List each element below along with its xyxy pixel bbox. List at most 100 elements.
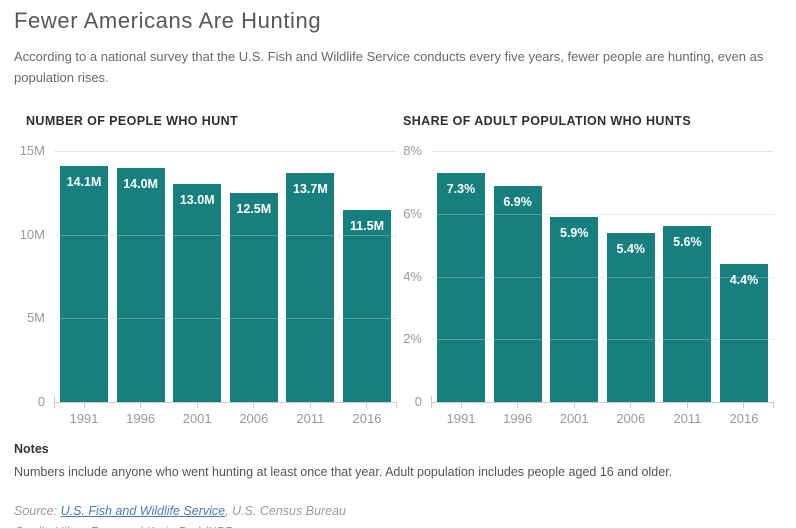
x-axis-tick (309, 403, 311, 408)
page-subtitle: According to a national survey that the … (14, 49, 764, 85)
bar-2001: 5.9% (550, 216, 599, 402)
source-prefix: Source: (14, 504, 61, 518)
bar-value-label: 4.4% (729, 272, 759, 287)
chart-title: SHARE OF ADULT POPULATION WHO HUNTS (403, 114, 692, 128)
x-axis-tick (196, 403, 198, 408)
plot-area: 8% 6% 4% 2% 0 7.3% 6.9% 5.9% 5.4% 5.6% 4.4% (403, 144, 774, 409)
notes-text: Numbers include anyone who went hunting … (14, 465, 673, 479)
x-axis-cell: 2006 (230, 403, 278, 426)
source-link[interactable]: U.S. Fish and Wildlife Service (60, 504, 226, 518)
bar-1996: 14.0M (116, 167, 165, 402)
x-axis-category-label: 1996 (503, 411, 533, 426)
chart-body: 15M 10M 5M 0 14.1M 14.0M 13.0M 12.5M 13.7M 11.5M 1… (20, 144, 397, 426)
plot-area: 15M 10M 5M 0 14.1M 14.0M 13.0M 12.5M 13.7M 11.5M (20, 144, 397, 409)
bar-value-label: 5.6% (673, 235, 702, 250)
x-axis-category-label: 1991 (69, 411, 99, 426)
chart-number-of-hunters: NUMBER OF PEOPLE WHO HUNT 15M 10M 5M 0 14.1M 1… (20, 114, 397, 426)
chart-body: 8% 6% 4% 2% 0 7.3% 6.9% 5.9% 5.4% 5.6% 4.4% 1991 199… (403, 144, 774, 426)
x-axis-cell: 2016 (343, 403, 391, 426)
bar-2006: 12.5M (229, 192, 278, 402)
gridline (431, 213, 774, 215)
y-axis-tick-label: 6% (403, 205, 422, 221)
x-axis-category-label: 2011 (296, 411, 325, 426)
x-axis: 1991 1996 2001 2006 2011 2016 (431, 403, 774, 426)
bar-2011: 13.7M (286, 172, 335, 402)
bars-group: 14.1M 14.0M 13.0M 12.5M 13.7M 11.5M (54, 151, 397, 402)
x-axis-cell: 1996 (494, 403, 542, 426)
bar-value-label: 12.5M (236, 201, 272, 216)
x-axis-tick (517, 403, 519, 408)
y-axis-tick-label: 0 (414, 394, 422, 409)
x-axis-category-label: 1996 (126, 411, 156, 426)
bar-value-label: 6.9% (503, 194, 532, 209)
notes-heading: Notes (14, 442, 49, 456)
chart-share-of-adults: SHARE OF ADULT POPULATION WHO HUNTS 8% 6% 4… (403, 114, 774, 426)
bar-2006: 5.4% (606, 232, 655, 402)
x-axis-category-label: 2011 (673, 411, 702, 426)
gridline (54, 151, 397, 152)
bar-2011: 5.6% (663, 226, 712, 402)
y-axis-tick-label: 15M (19, 143, 45, 158)
y-axis-tick-label: 2% (403, 331, 422, 347)
x-axis-tick (253, 403, 255, 408)
x-axis-category-label: 2006 (616, 411, 646, 426)
y-axis-tick-label: 8% (403, 143, 422, 158)
x-axis-cell: 1996 (117, 403, 165, 426)
y-axis-tick-label: 4% (403, 268, 422, 284)
bar-2016: 4.4% (719, 263, 768, 402)
bar-value-label: 5.4% (616, 241, 646, 256)
x-axis-tick (140, 403, 142, 408)
x-axis-cell: 2001 (173, 403, 221, 426)
bar-1996: 6.9% (493, 185, 542, 402)
bar-1991: 14.1M (60, 166, 108, 402)
gridline (54, 318, 397, 320)
x-axis-cell: 2016 (720, 403, 768, 426)
charts-row: NUMBER OF PEOPLE WHO HUNT 15M 10M 5M 0 14.1M 1… (20, 114, 784, 426)
x-axis-tick (630, 403, 632, 408)
bar-value-label: 5.9% (559, 225, 589, 240)
gridline (431, 276, 774, 278)
credit-line: Credit: Hilary Fung and Katie Park/NPR (14, 525, 784, 528)
bar-value-label: 11.5M (349, 218, 384, 233)
source-line: Source: U.S. Fish and Wildlife Service, … (14, 504, 784, 518)
bar-1991: 7.3% (437, 172, 485, 402)
y-axis-tick-label: 0 (37, 394, 45, 409)
notes-block: Notes Numbers include anyone who went hu… (14, 442, 784, 479)
x-axis-category-label: 1991 (446, 411, 476, 426)
x-axis-cell: 2006 (607, 403, 655, 426)
bar-value-label: 7.3% (446, 181, 476, 196)
x-axis-cell: 2011 (663, 403, 711, 426)
x-axis-cell: 1991 (60, 403, 108, 426)
source-rest: , U.S. Census Bureau (225, 504, 346, 518)
bar-2001: 13.0M (173, 184, 222, 402)
bar-value-label: 13.7M (293, 181, 328, 196)
gridline (54, 234, 397, 236)
chart-title: NUMBER OF PEOPLE WHO HUNT (26, 114, 239, 128)
bar-value-label: 14.0M (123, 176, 158, 191)
bar-value-label: 13.0M (179, 193, 215, 208)
x-axis-category-label: 2016 (352, 411, 382, 426)
x-axis-tick (686, 403, 688, 408)
x-axis-tick (366, 403, 368, 408)
x-axis-tick (743, 403, 745, 408)
x-axis-category-label: 2016 (729, 411, 759, 426)
x-axis-cell: 1991 (437, 403, 485, 426)
gridline (431, 151, 774, 152)
page-title: Fewer Americans Are Hunting (14, 8, 322, 33)
x-axis-cell: 2001 (550, 403, 598, 426)
x-axis-tick (460, 403, 462, 408)
x-axis-category-label: 2006 (239, 411, 269, 426)
y-axis-tick-label: 5M (26, 310, 45, 326)
x-axis-category-label: 2001 (559, 411, 589, 426)
x-axis: 1991 1996 2001 2006 2011 2016 (54, 403, 397, 426)
x-axis-tick (83, 403, 85, 408)
bars-group: 7.3% 6.9% 5.9% 5.4% 5.6% 4.4% (431, 151, 774, 402)
bar-value-label: 14.1M (66, 175, 102, 190)
x-axis-tick (573, 403, 575, 408)
gridline (431, 339, 774, 341)
y-axis-tick-label: 10M (19, 226, 45, 242)
bar-2016: 11.5M (342, 209, 391, 402)
x-axis-category-label: 2001 (182, 411, 212, 426)
x-axis-cell: 2011 (286, 403, 334, 426)
